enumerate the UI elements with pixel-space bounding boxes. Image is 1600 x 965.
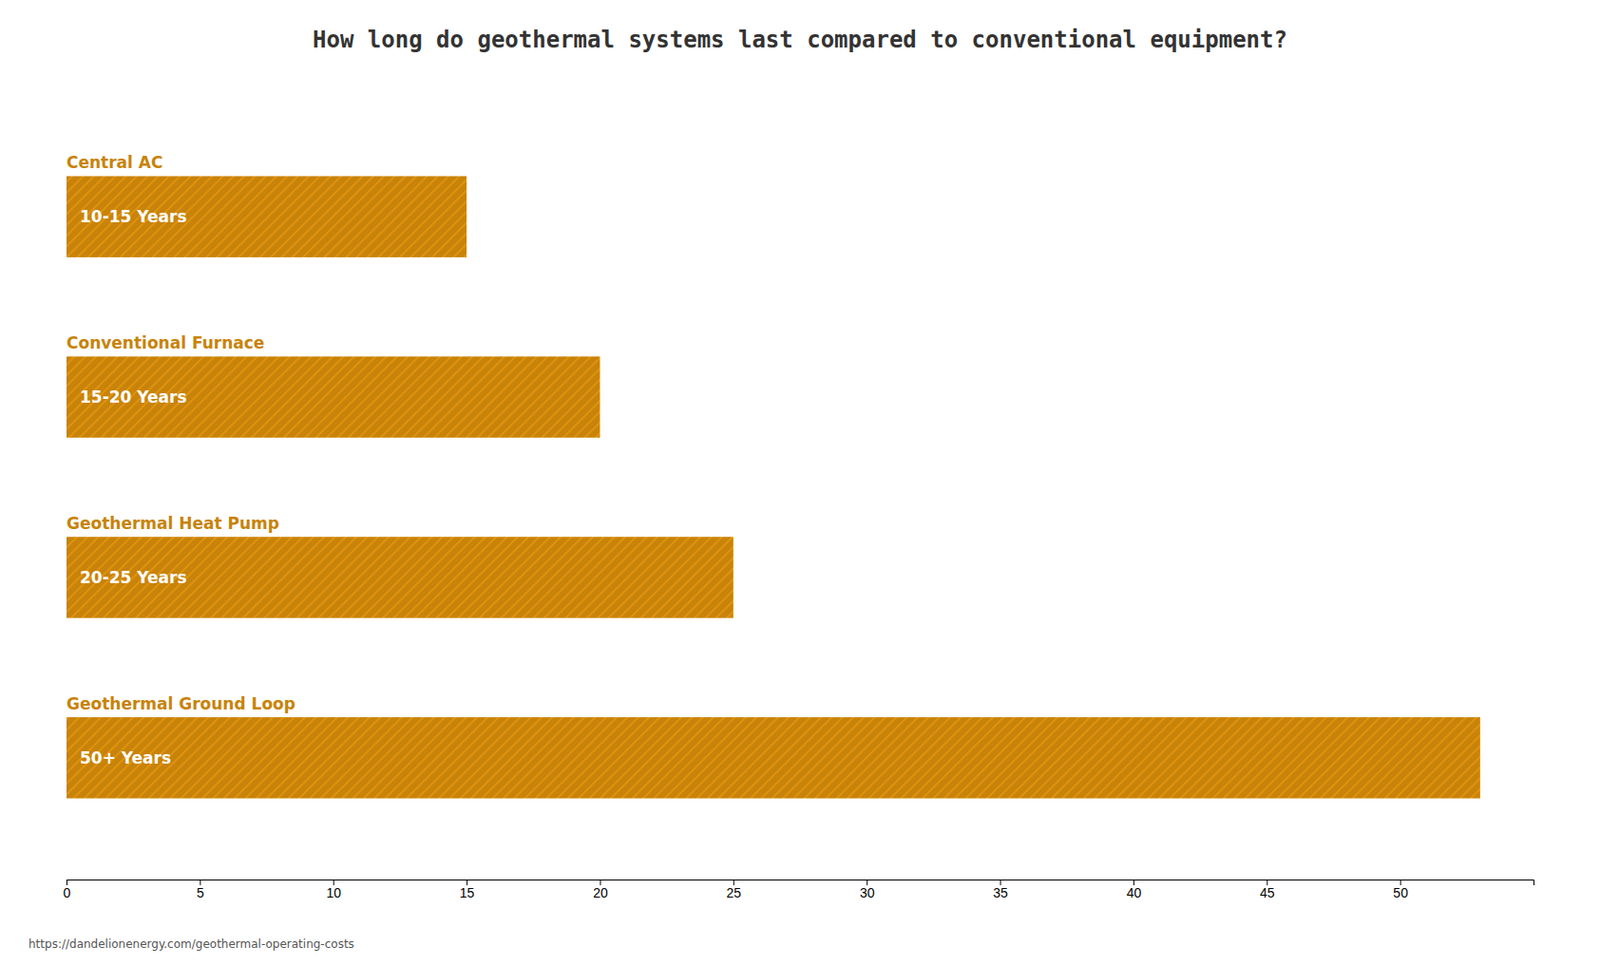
tick-label: 5: [196, 885, 205, 901]
footer: https://dandelionenergy.com/geothermal-o…: [28, 937, 355, 952]
axis-line: [67, 880, 1535, 887]
tick-label: 20: [592, 885, 609, 901]
tick: 0: [63, 879, 72, 901]
category-labels: Central AC Conventional Furnace Geothermal…: [66, 152, 296, 714]
tick-label: 25: [726, 885, 743, 901]
chart: How long do geothermal systems last comp…: [0, 0, 1600, 965]
title: How long do geothermal systems last comp…: [312, 26, 1288, 54]
category-label: Geothermal Heat Pump: [66, 514, 280, 534]
tick: 45: [1259, 879, 1276, 901]
tick: 5: [196, 879, 205, 901]
data-label: 20-25 Years: [79, 568, 188, 588]
bar: [66, 717, 1481, 799]
tick-label: 10: [325, 885, 342, 901]
bars: [66, 175, 1481, 799]
tick: 25: [726, 879, 743, 901]
tick: 40: [1126, 879, 1143, 901]
bar: [66, 356, 600, 438]
data-labels: 10-15 Years 15-20 Years 20-25 Years 50+ Yea…: [79, 207, 188, 768]
data-label: 10-15 Years: [79, 207, 188, 227]
tick: 35: [992, 879, 1009, 901]
tick: 20: [592, 879, 609, 901]
tick: 15: [459, 879, 476, 901]
bar: [66, 536, 734, 618]
tick-label: 40: [1126, 885, 1143, 901]
category-label: Central AC: [66, 152, 163, 172]
tick-label: 45: [1259, 885, 1276, 901]
tick-label: 15: [459, 885, 476, 901]
plot: Central AC Conventional Furnace Geothermal…: [63, 152, 1535, 900]
tick: 10: [325, 879, 342, 901]
data-label: 15-20 Years: [79, 387, 188, 407]
data-label: 50+ Years: [79, 748, 172, 768]
tick: 30: [859, 879, 876, 901]
tick-label: 30: [859, 885, 876, 901]
tick-label: 0: [63, 885, 72, 901]
x-axis: 0 5 10 15 20 25 30 35 40 45 50: [63, 879, 1535, 901]
tick-label: 35: [992, 885, 1009, 901]
bar: [66, 175, 467, 257]
category-label: Geothermal Ground Loop: [66, 694, 296, 714]
category-label: Conventional Furnace: [66, 333, 265, 353]
tick-label: 50: [1392, 885, 1409, 901]
tick: 50: [1392, 879, 1409, 901]
